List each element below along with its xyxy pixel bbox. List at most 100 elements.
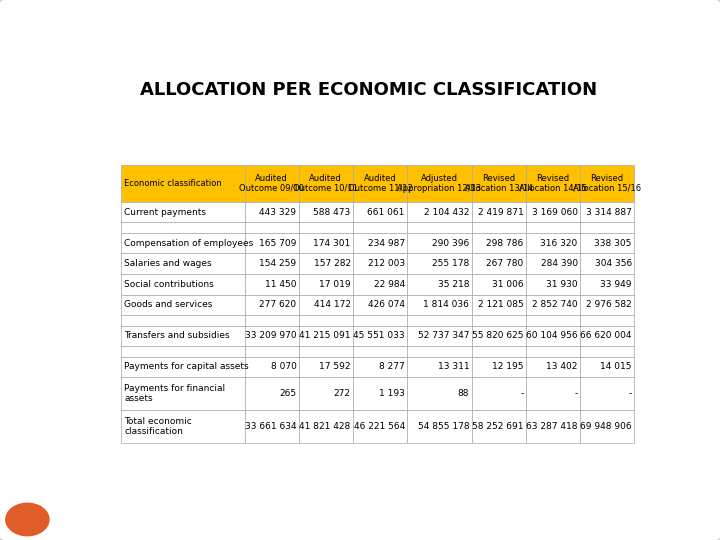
Bar	[580, 202, 634, 222]
Text: 31 006: 31 006	[492, 280, 523, 289]
Bar	[121, 356, 245, 377]
Bar	[580, 315, 634, 326]
Text: Economic classification: Economic classification	[124, 179, 222, 188]
Bar	[407, 410, 472, 443]
Bar	[526, 253, 580, 274]
Bar	[407, 295, 472, 315]
Bar	[407, 346, 472, 356]
Bar	[526, 377, 580, 410]
Text: -: -	[521, 389, 523, 398]
Text: 414 172: 414 172	[314, 300, 351, 309]
Bar	[245, 377, 299, 410]
Text: 12 195: 12 195	[492, 362, 523, 372]
Bar	[580, 165, 634, 202]
Text: Revised
Allocation 13/14: Revised Allocation 13/14	[464, 174, 533, 193]
Text: 1 814 036: 1 814 036	[423, 300, 469, 309]
Bar	[472, 295, 526, 315]
Bar	[580, 410, 634, 443]
Text: 8 277: 8 277	[379, 362, 405, 372]
Text: Salaries and wages: Salaries and wages	[124, 259, 212, 268]
Bar	[121, 253, 245, 274]
Bar	[353, 202, 407, 222]
Text: 14 015: 14 015	[600, 362, 632, 372]
Bar	[353, 253, 407, 274]
Text: 255 178: 255 178	[432, 259, 469, 268]
Bar	[526, 202, 580, 222]
Bar	[353, 233, 407, 253]
Text: Revised
Allocation 15/16: Revised Allocation 15/16	[573, 174, 641, 193]
Bar	[472, 274, 526, 295]
Bar	[353, 222, 407, 233]
Bar	[245, 410, 299, 443]
Bar	[353, 356, 407, 377]
Bar	[580, 377, 634, 410]
Bar	[299, 410, 353, 443]
Text: Current payments: Current payments	[124, 207, 206, 217]
Bar	[407, 274, 472, 295]
Bar	[407, 165, 472, 202]
Text: 17 019: 17 019	[319, 280, 351, 289]
Bar	[407, 253, 472, 274]
Text: 58 252 691: 58 252 691	[472, 422, 523, 431]
Bar	[353, 410, 407, 443]
Bar	[580, 253, 634, 274]
Bar	[299, 326, 353, 346]
Text: 35 218: 35 218	[438, 280, 469, 289]
Bar	[407, 233, 472, 253]
Bar	[472, 315, 526, 326]
Bar	[472, 356, 526, 377]
Bar	[299, 274, 353, 295]
Bar	[353, 315, 407, 326]
Bar	[245, 346, 299, 356]
Bar	[245, 165, 299, 202]
Text: 661 061: 661 061	[367, 207, 405, 217]
Text: 69 948 906: 69 948 906	[580, 422, 632, 431]
Text: 338 305: 338 305	[595, 239, 632, 247]
Text: 2 976 582: 2 976 582	[586, 300, 632, 309]
Text: Transfers and subsidies: Transfers and subsidies	[124, 332, 230, 340]
Bar	[526, 356, 580, 377]
Bar	[245, 315, 299, 326]
Bar	[472, 165, 526, 202]
Bar	[121, 410, 245, 443]
Bar	[472, 326, 526, 346]
Bar	[121, 377, 245, 410]
Bar	[299, 253, 353, 274]
Bar	[245, 326, 299, 346]
Bar	[472, 346, 526, 356]
Text: 24: 24	[19, 513, 36, 526]
Text: 13 311: 13 311	[438, 362, 469, 372]
Bar	[407, 315, 472, 326]
Text: 316 320: 316 320	[541, 239, 577, 247]
Text: 443 329: 443 329	[259, 207, 297, 217]
Text: Total economic
classification: Total economic classification	[124, 417, 192, 436]
Text: Audited
Outcome 11/12: Audited Outcome 11/12	[348, 174, 413, 193]
Bar	[472, 202, 526, 222]
Bar	[353, 377, 407, 410]
Text: 88: 88	[458, 389, 469, 398]
Text: 13 402: 13 402	[546, 362, 577, 372]
Bar	[407, 222, 472, 233]
Bar	[299, 202, 353, 222]
Text: 267 780: 267 780	[486, 259, 523, 268]
Bar	[299, 346, 353, 356]
Bar	[245, 253, 299, 274]
Text: Adjusted
Appropriation 12/13: Adjusted Appropriation 12/13	[397, 174, 482, 193]
Text: Payments for financial
assets: Payments for financial assets	[124, 384, 225, 403]
Text: Audited
Outcome 10/11: Audited Outcome 10/11	[293, 174, 359, 193]
Bar	[407, 356, 472, 377]
Text: 277 620: 277 620	[259, 300, 297, 309]
Bar	[121, 202, 245, 222]
Bar	[245, 222, 299, 233]
Text: 234 987: 234 987	[368, 239, 405, 247]
Bar	[526, 222, 580, 233]
Bar	[526, 274, 580, 295]
Text: Payments for capital assets: Payments for capital assets	[124, 362, 248, 372]
Bar	[472, 377, 526, 410]
Bar	[245, 356, 299, 377]
Bar	[526, 233, 580, 253]
Bar	[245, 202, 299, 222]
Bar	[121, 315, 245, 326]
Bar	[353, 346, 407, 356]
Bar	[580, 356, 634, 377]
